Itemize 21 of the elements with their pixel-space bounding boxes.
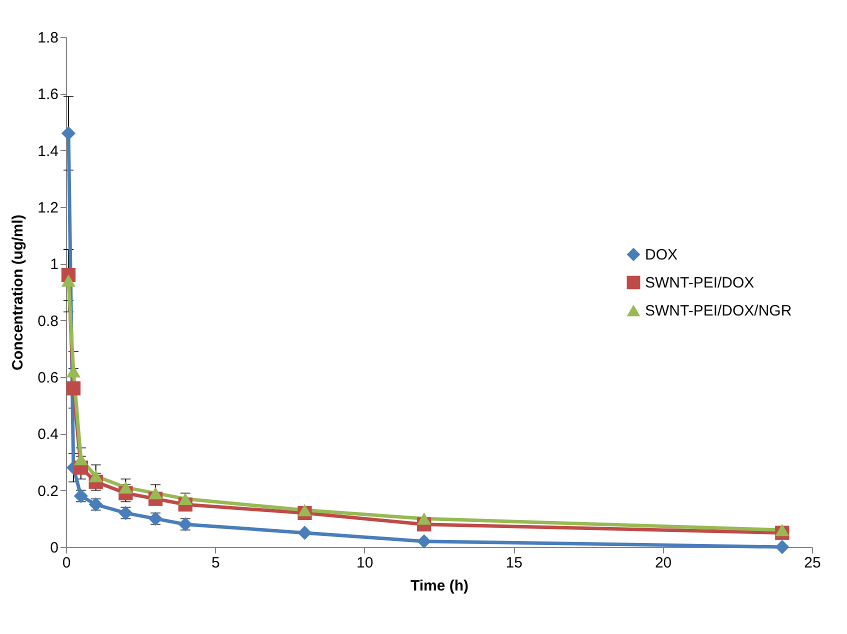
x-axis-title: Time (h) <box>410 578 469 594</box>
x-tick-label: 20 <box>654 554 672 572</box>
y-tick-label: 1.4 <box>38 142 58 160</box>
y-tick-label: 1.8 <box>38 30 58 46</box>
y-tick-label: 0.2 <box>38 482 58 500</box>
y-tick-label: 1.2 <box>38 200 58 216</box>
legend-label: SWNT-PEI/DOX/NGR <box>645 302 792 320</box>
x-tick-label: 0 <box>62 554 71 572</box>
y-tick-label: 0.8 <box>38 312 58 330</box>
y-tick-label: 1 <box>50 256 58 274</box>
y-tick-label: 0.4 <box>38 426 58 444</box>
y-tick-label: 1.6 <box>38 86 58 104</box>
y-axis-title: Concentration (ug/ml) <box>10 214 27 370</box>
x-tick-label: 5 <box>212 554 220 572</box>
legend-label: DOX <box>645 246 678 264</box>
y-tick-label: 0 <box>50 540 58 556</box>
x-tick-label: 10 <box>356 554 374 572</box>
y-tick-label: 0.6 <box>38 370 58 386</box>
x-tick-label: 25 <box>804 554 821 572</box>
x-tick-label: 15 <box>506 554 522 572</box>
legend-label: SWNT-PEI/DOX <box>645 274 754 292</box>
